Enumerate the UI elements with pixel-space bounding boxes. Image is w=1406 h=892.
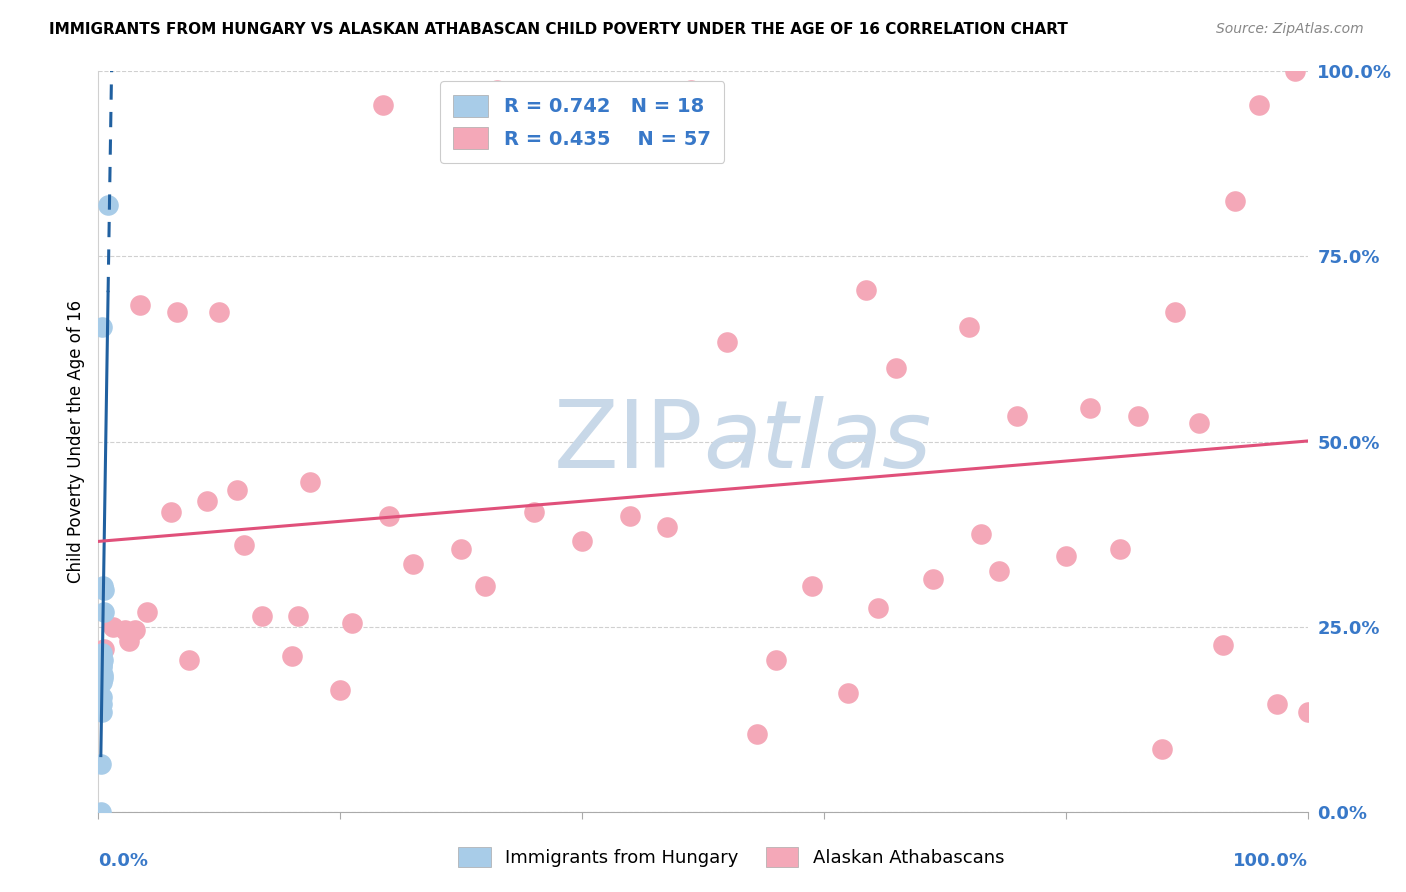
Text: 100.0%: 100.0% [1233, 853, 1308, 871]
Point [135, 605, 157, 619]
Point [765, 653, 787, 667]
Point [124, 624, 146, 638]
Point [1007, 409, 1029, 423]
Point [226, 483, 249, 497]
Point [486, 83, 509, 97]
Point [1284, 64, 1306, 78]
Point [91, 646, 114, 660]
Point [299, 475, 322, 490]
Point [91, 667, 114, 681]
Point [287, 608, 309, 623]
Point [800, 579, 823, 593]
Point [91, 653, 114, 667]
Point [855, 283, 877, 297]
Point [91, 579, 114, 593]
Point [716, 334, 738, 349]
Point [97, 197, 120, 211]
Point [179, 653, 201, 667]
Point [1296, 705, 1319, 719]
Text: Source: ZipAtlas.com: Source: ZipAtlas.com [1216, 22, 1364, 37]
Point [837, 686, 859, 700]
Point [90, 805, 112, 819]
Point [232, 538, 254, 552]
Point [1078, 401, 1101, 416]
Point [1223, 194, 1246, 208]
Point [128, 297, 150, 311]
Point [655, 519, 678, 533]
Point [1249, 97, 1271, 112]
Point [921, 572, 943, 586]
Point [1267, 698, 1289, 712]
Text: 0.0%: 0.0% [98, 853, 149, 871]
Point [160, 505, 183, 519]
Point [91, 667, 114, 681]
Point [101, 619, 124, 633]
Point [114, 624, 136, 638]
Point [90, 756, 112, 771]
Point [91, 690, 114, 704]
Point [1109, 541, 1132, 556]
Legend: Immigrants from Hungary, Alaskan Athabascans: Immigrants from Hungary, Alaskan Athabas… [451, 839, 1011, 874]
Point [747, 727, 769, 741]
Point [342, 615, 364, 630]
Point [371, 97, 394, 112]
Point [118, 634, 141, 648]
Point [957, 319, 980, 334]
Point [868, 601, 890, 615]
Point [988, 564, 1011, 578]
Point [93, 582, 115, 597]
Point [281, 649, 304, 664]
Point [91, 660, 114, 674]
Point [679, 83, 702, 97]
Y-axis label: Child Poverty Under the Age of 16: Child Poverty Under the Age of 16 [66, 300, 84, 583]
Point [474, 579, 496, 593]
Point [1188, 416, 1211, 430]
Point [329, 682, 352, 697]
Point [93, 605, 115, 619]
Point [195, 493, 218, 508]
Point [402, 557, 425, 571]
Text: IMMIGRANTS FROM HUNGARY VS ALASKAN ATHABASCAN CHILD POVERTY UNDER THE AGE OF 16 : IMMIGRANTS FROM HUNGARY VS ALASKAN ATHAB… [49, 22, 1069, 37]
Point [1163, 305, 1185, 319]
Point [166, 305, 188, 319]
Point [91, 672, 114, 686]
Point [886, 360, 908, 375]
Point [450, 541, 472, 556]
Text: atlas: atlas [703, 396, 931, 487]
Point [91, 705, 114, 719]
Point [208, 305, 231, 319]
Point [1054, 549, 1077, 564]
Point [250, 608, 273, 623]
Point [91, 698, 114, 712]
Point [1128, 409, 1150, 423]
Point [377, 508, 399, 523]
Point [619, 508, 641, 523]
Text: ZIP: ZIP [554, 395, 703, 488]
Point [91, 657, 114, 671]
Point [91, 675, 114, 690]
Point [93, 641, 115, 656]
Legend: R = 0.742   N = 18, R = 0.435    N = 57: R = 0.742 N = 18, R = 0.435 N = 57 [440, 81, 724, 163]
Point [970, 527, 993, 541]
Point [523, 505, 546, 519]
Point [1152, 741, 1174, 756]
Point [571, 534, 593, 549]
Point [91, 319, 114, 334]
Point [1212, 638, 1234, 652]
